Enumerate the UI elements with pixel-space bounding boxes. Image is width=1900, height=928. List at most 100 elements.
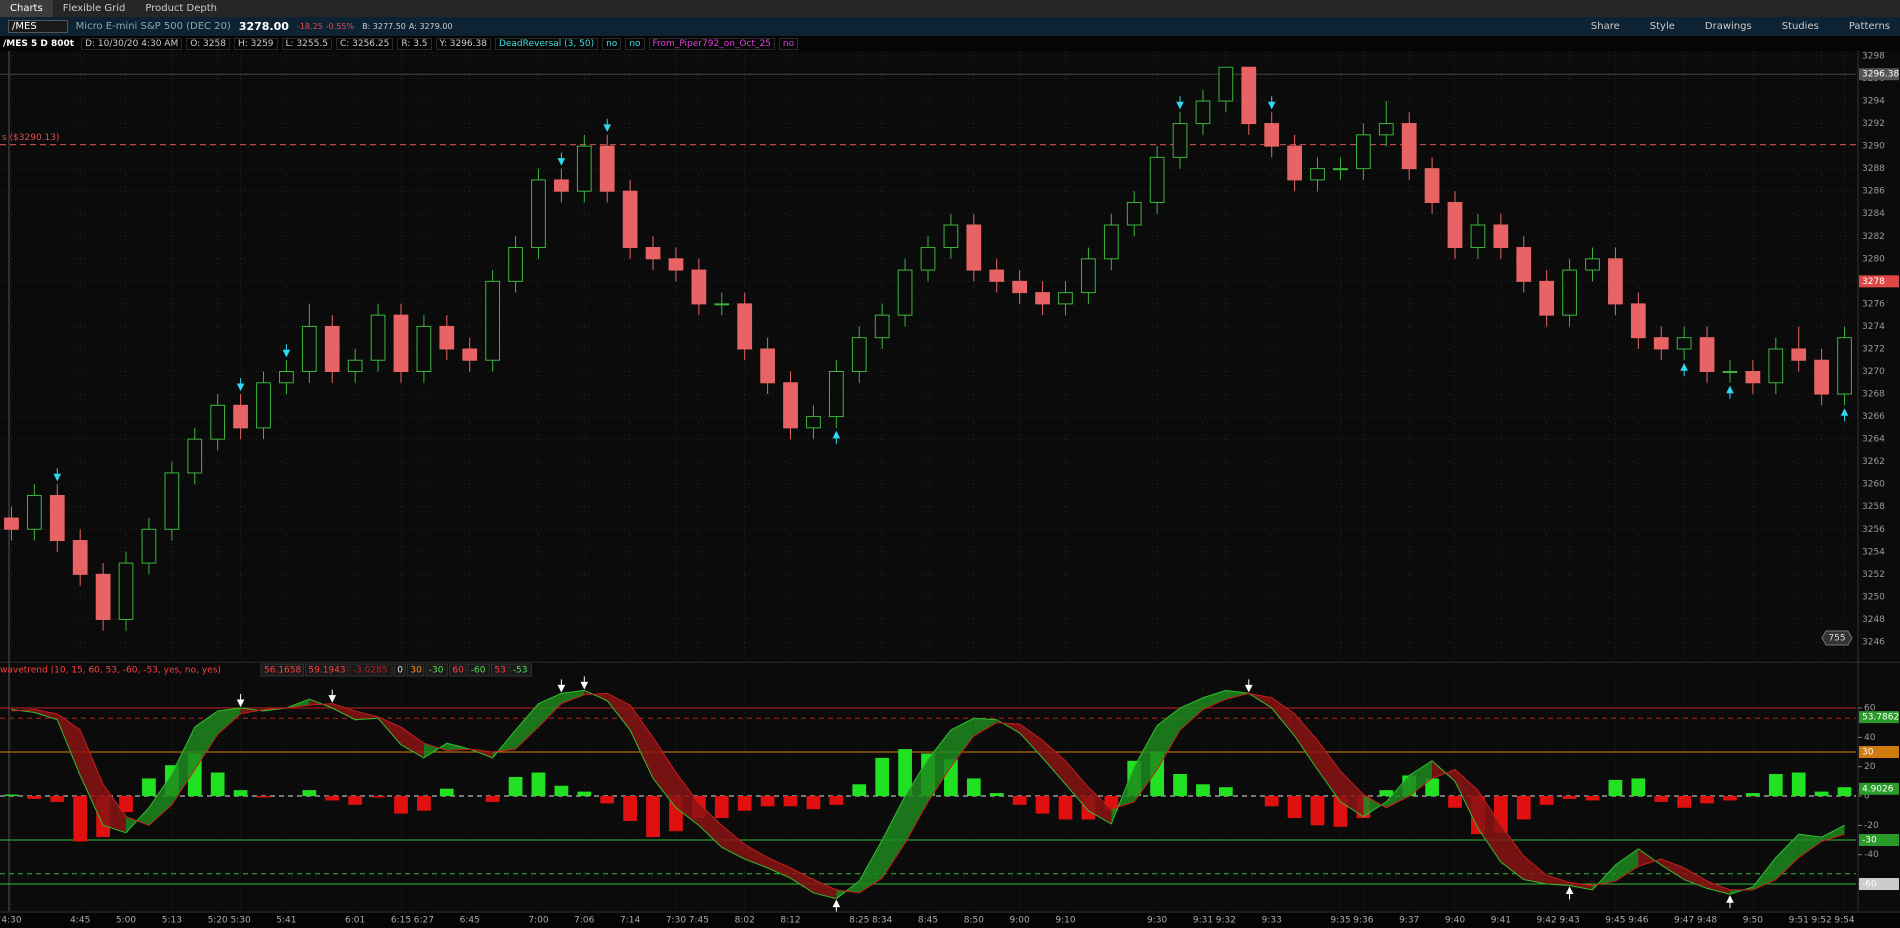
x-tick-label: 8:12 xyxy=(780,916,800,926)
symbol-description: Micro E-mini S&P 500 (DEC 20) xyxy=(75,21,231,32)
tab[interactable]: Charts xyxy=(0,0,53,17)
y-tick-label: 3262 xyxy=(1862,457,1885,467)
change: -18.25 xyxy=(296,22,323,31)
readout-box xyxy=(349,663,393,677)
wave-band xyxy=(1363,794,1387,817)
x-tick-label: 5:00 xyxy=(116,916,136,926)
x-tick-label: 5:30 xyxy=(230,916,250,926)
histogram-bar xyxy=(623,796,637,821)
tab[interactable]: Flexible Grid xyxy=(62,3,126,14)
x-tick-label: 8:45 xyxy=(918,916,938,926)
y-tick-label: 3246 xyxy=(1862,637,1885,647)
wave-band xyxy=(1294,713,1318,770)
readout: 60 xyxy=(452,666,464,676)
wave-band xyxy=(996,719,1020,733)
last-marker xyxy=(1859,275,1899,288)
y-tick-label: 3256 xyxy=(1862,525,1885,535)
readout-box xyxy=(425,663,448,677)
x-tick-label: 9:54 xyxy=(1834,916,1854,926)
x-tick-label: 6:15 xyxy=(391,916,411,926)
histogram-bar xyxy=(898,749,912,797)
wave-band xyxy=(148,774,172,826)
x-tick-label: 5:41 xyxy=(276,916,296,926)
readout-box xyxy=(509,663,532,677)
wave-band xyxy=(355,710,379,720)
symbol-bar: /MES Micro E-mini S&P 500 (DEC 20) 3278.… xyxy=(0,17,1900,36)
wave-band xyxy=(217,708,241,735)
histogram-bar xyxy=(1425,778,1439,797)
study-label: From_Piper792_on_Oct_25 xyxy=(648,37,775,50)
candle-body xyxy=(622,190,638,249)
info-item: H: 3259 xyxy=(233,37,278,50)
candle-body xyxy=(576,145,592,192)
candle-body xyxy=(920,247,936,271)
buy-arrow xyxy=(1680,363,1688,377)
x-tick-label: 9:52 xyxy=(1812,916,1832,926)
wave-band xyxy=(538,693,562,728)
osc-marker xyxy=(1859,746,1899,759)
wave-band xyxy=(1157,708,1181,770)
y-tick-label: 3282 xyxy=(1862,232,1885,242)
tab[interactable]: Product Depth xyxy=(145,3,217,14)
y-tick-label: 3288 xyxy=(1862,164,1885,174)
histogram-bar xyxy=(119,796,133,813)
histogram-bar xyxy=(577,791,592,797)
x-tick-label: 7:00 xyxy=(528,916,548,926)
wave-band xyxy=(1523,856,1547,885)
wave-band xyxy=(1798,834,1822,858)
y-tick-label: 3276 xyxy=(1862,299,1885,309)
high-marker xyxy=(1859,68,1899,81)
histogram-bar xyxy=(1448,796,1462,808)
high-marker-label: 3296.38 xyxy=(1862,70,1899,80)
histogram-bar xyxy=(829,796,844,805)
histogram-bar xyxy=(73,796,88,842)
candle-body xyxy=(1585,258,1600,271)
candle-body xyxy=(1630,303,1646,339)
wave-band xyxy=(194,710,218,770)
wave-band xyxy=(1477,790,1501,863)
chart-area: 3246 3248 3250 3252 3254 3256 3258 3260 3262 3264… xyxy=(0,51,1900,926)
readout-box xyxy=(304,663,349,677)
x-tick-label: 5:13 xyxy=(162,916,182,926)
buy-arrow xyxy=(1840,408,1849,422)
candle-body xyxy=(1172,123,1188,158)
wave-band xyxy=(1042,740,1066,785)
y-tick-label: 3264 xyxy=(1862,435,1885,445)
candle-body xyxy=(72,540,88,575)
histogram-bar xyxy=(1264,796,1279,807)
y-tick-label: 0 xyxy=(1864,792,1870,802)
histogram-bar xyxy=(1196,784,1210,797)
candle-body xyxy=(1653,337,1669,350)
x-tick-label: 8:02 xyxy=(735,916,755,926)
candle-body xyxy=(324,325,340,373)
osc-buy-arrow xyxy=(1726,895,1734,909)
wave-band xyxy=(1088,787,1112,824)
study-value: no xyxy=(602,37,622,50)
wave-band xyxy=(34,709,58,720)
candle-body xyxy=(1516,247,1532,282)
toolbar-button[interactable]: Patterns xyxy=(1848,21,1890,32)
price-line-label: s ($3290.13) xyxy=(2,133,60,143)
toolbar-button[interactable]: Studies xyxy=(1781,21,1819,32)
wave-band xyxy=(1271,697,1295,736)
readout: -30 xyxy=(429,666,444,676)
candle-body xyxy=(1287,145,1302,181)
toolbar-button[interactable]: Share xyxy=(1590,21,1620,32)
symbol-input[interactable]: /MES xyxy=(8,20,68,33)
x-tick-label: 9:41 xyxy=(1491,916,1511,926)
toolbar-button[interactable]: Drawings xyxy=(1704,21,1752,32)
histogram-bar xyxy=(417,796,431,811)
histogram-bar xyxy=(1287,796,1302,819)
sell-arrow xyxy=(603,118,612,132)
toolbar-button[interactable]: Style xyxy=(1649,21,1675,32)
study-value: no xyxy=(778,37,799,50)
x-tick-label: 9:46 xyxy=(1628,916,1648,926)
histogram-bar xyxy=(325,796,340,801)
histogram-bar xyxy=(27,796,42,799)
wave-band xyxy=(103,784,127,833)
candle-body xyxy=(1401,123,1417,170)
candle-body xyxy=(164,472,180,530)
candle-body xyxy=(783,382,798,429)
wave-band xyxy=(1821,825,1845,842)
osc-sell-arrow xyxy=(1244,679,1253,693)
